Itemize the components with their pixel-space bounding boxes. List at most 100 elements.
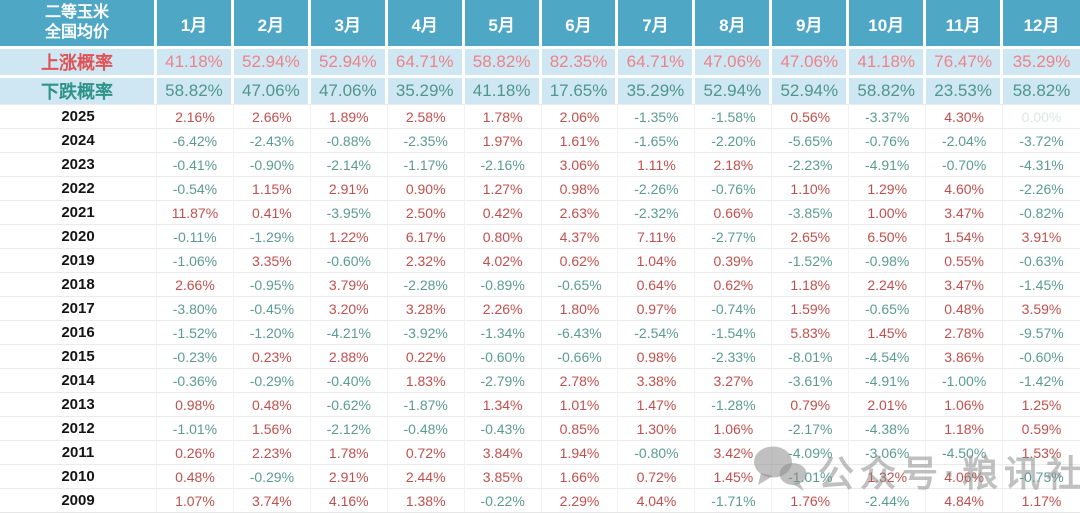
- value-cell: 3.06%: [541, 152, 619, 176]
- value-cell: 3.85%: [464, 464, 542, 488]
- value-cell: 0.62%: [541, 248, 619, 272]
- value-cell: -1.45%: [1003, 272, 1080, 296]
- value-cell: 2.26%: [464, 296, 542, 320]
- value-cell: 1.10%: [772, 176, 850, 200]
- value-cell: 0.39%: [695, 248, 773, 272]
- value-cell: 0.42%: [464, 200, 542, 224]
- rise-probability-value: 52.94%: [233, 46, 311, 75]
- rise-probability-row: 上涨概率 41.18% 52.94% 52.94% 64.71% 58.82% 82.35%…: [0, 46, 1080, 75]
- value-cell: -0.54%: [157, 176, 234, 200]
- year-label: 2018: [0, 272, 157, 296]
- value-cell: 2.58%: [387, 104, 465, 128]
- value-cell: 0.98%: [618, 344, 696, 368]
- value-cell: 1.00%: [849, 200, 927, 224]
- value-cell: -0.60%: [1003, 344, 1080, 368]
- value-cell: -1.20%: [233, 320, 311, 344]
- value-cell: 1.78%: [464, 104, 542, 128]
- value-cell: -0.66%: [541, 344, 619, 368]
- value-cell: -4.91%: [849, 368, 927, 392]
- year-label: 2011: [0, 440, 157, 464]
- value-cell: 2.66%: [157, 272, 234, 296]
- value-cell: 1.34%: [464, 392, 542, 416]
- year-label: 2023: [0, 152, 157, 176]
- value-cell: -3.06%: [849, 440, 927, 464]
- value-cell: -3.92%: [387, 320, 465, 344]
- value-cell: 0.85%: [541, 416, 619, 440]
- value-cell: 1.56%: [233, 416, 311, 440]
- year-label: 2024: [0, 128, 157, 152]
- month-header: 2月: [233, 0, 311, 46]
- year-label: 2010: [0, 464, 157, 488]
- value-cell: 1.53%: [1003, 440, 1080, 464]
- value-cell: -0.29%: [233, 368, 311, 392]
- value-cell: -5.65%: [772, 128, 850, 152]
- value-cell: 0.48%: [233, 392, 311, 416]
- value-cell: -1.35%: [618, 104, 696, 128]
- year-row: 2011 0.26% 2.23% 1.78% 0.72% 3.84% 1.94% -0.80%…: [0, 440, 1080, 464]
- value-cell: -2.04%: [926, 128, 1004, 152]
- value-cell: 1.94%: [541, 440, 619, 464]
- value-cell: -3.80%: [157, 296, 234, 320]
- value-cell: 1.07%: [157, 488, 234, 512]
- value-cell: 1.25%: [1003, 392, 1080, 416]
- value-cell: 1.78%: [310, 440, 388, 464]
- header-row: 二等玉米 全国均价 1月 2月 3月 4月 5月 6月 7月 8月 9月 10月 11月 12月: [0, 0, 1080, 46]
- rise-probability-value: 41.18%: [157, 46, 234, 75]
- title-line-2: 全国均价: [44, 24, 109, 41]
- value-cell: 2.44%: [387, 464, 465, 488]
- value-cell: 4.04%: [618, 488, 696, 512]
- value-cell: 1.45%: [849, 320, 927, 344]
- value-cell: 0.98%: [157, 392, 234, 416]
- value-cell: -1.34%: [464, 320, 542, 344]
- value-cell: -0.76%: [849, 128, 927, 152]
- value-cell: -1.87%: [387, 392, 465, 416]
- value-cell: 1.54%: [926, 224, 1004, 248]
- rise-probability-label: 上涨概率: [0, 46, 157, 75]
- value-cell: -4.31%: [1003, 152, 1080, 176]
- value-cell: -0.41%: [157, 152, 234, 176]
- value-cell: -0.36%: [157, 368, 234, 392]
- fall-probability-value: 58.82%: [157, 75, 234, 104]
- value-cell: -4.38%: [849, 416, 927, 440]
- value-cell: 2.65%: [772, 224, 850, 248]
- value-cell: -0.82%: [1003, 200, 1080, 224]
- value-cell: 0.00%: [1003, 104, 1080, 128]
- value-cell: 0.72%: [387, 440, 465, 464]
- year-row: 2017 -3.80% -0.45% 3.20% 3.28% 2.26% 1.80% 0.97…: [0, 296, 1080, 320]
- value-cell: -1.52%: [157, 320, 234, 344]
- value-cell: -1.17%: [387, 152, 465, 176]
- value-cell: 3.47%: [926, 272, 1004, 296]
- value-cell: -1.29%: [233, 224, 311, 248]
- month-header: 10月: [849, 0, 927, 46]
- value-cell: -2.16%: [464, 152, 542, 176]
- value-cell: -0.65%: [849, 296, 927, 320]
- value-cell: 1.89%: [310, 104, 388, 128]
- value-cell: 4.06%: [926, 464, 1004, 488]
- value-cell: 4.84%: [926, 488, 1004, 512]
- value-cell: 1.83%: [387, 368, 465, 392]
- value-cell: 1.18%: [772, 272, 850, 296]
- value-cell: 0.48%: [926, 296, 1004, 320]
- value-cell: -0.29%: [233, 464, 311, 488]
- value-cell: 3.59%: [1003, 296, 1080, 320]
- value-cell: -1.06%: [157, 248, 234, 272]
- value-cell: -2.26%: [1003, 176, 1080, 200]
- value-cell: 1.27%: [464, 176, 542, 200]
- value-cell: 2.91%: [310, 464, 388, 488]
- rise-probability-value: 47.06%: [772, 46, 850, 75]
- value-cell: -2.79%: [464, 368, 542, 392]
- value-cell: -2.32%: [618, 200, 696, 224]
- fall-probability-value: 52.94%: [772, 75, 850, 104]
- fall-probability-value: 52.94%: [695, 75, 773, 104]
- value-cell: -2.54%: [618, 320, 696, 344]
- value-cell: -0.88%: [310, 128, 388, 152]
- value-cell: 1.22%: [310, 224, 388, 248]
- value-cell: 1.66%: [541, 464, 619, 488]
- year-label: 2019: [0, 248, 157, 272]
- value-cell: -0.80%: [618, 440, 696, 464]
- value-cell: -4.54%: [849, 344, 927, 368]
- value-cell: 7.11%: [618, 224, 696, 248]
- value-cell: 2.23%: [233, 440, 311, 464]
- value-cell: -2.35%: [387, 128, 465, 152]
- value-cell: 0.98%: [541, 176, 619, 200]
